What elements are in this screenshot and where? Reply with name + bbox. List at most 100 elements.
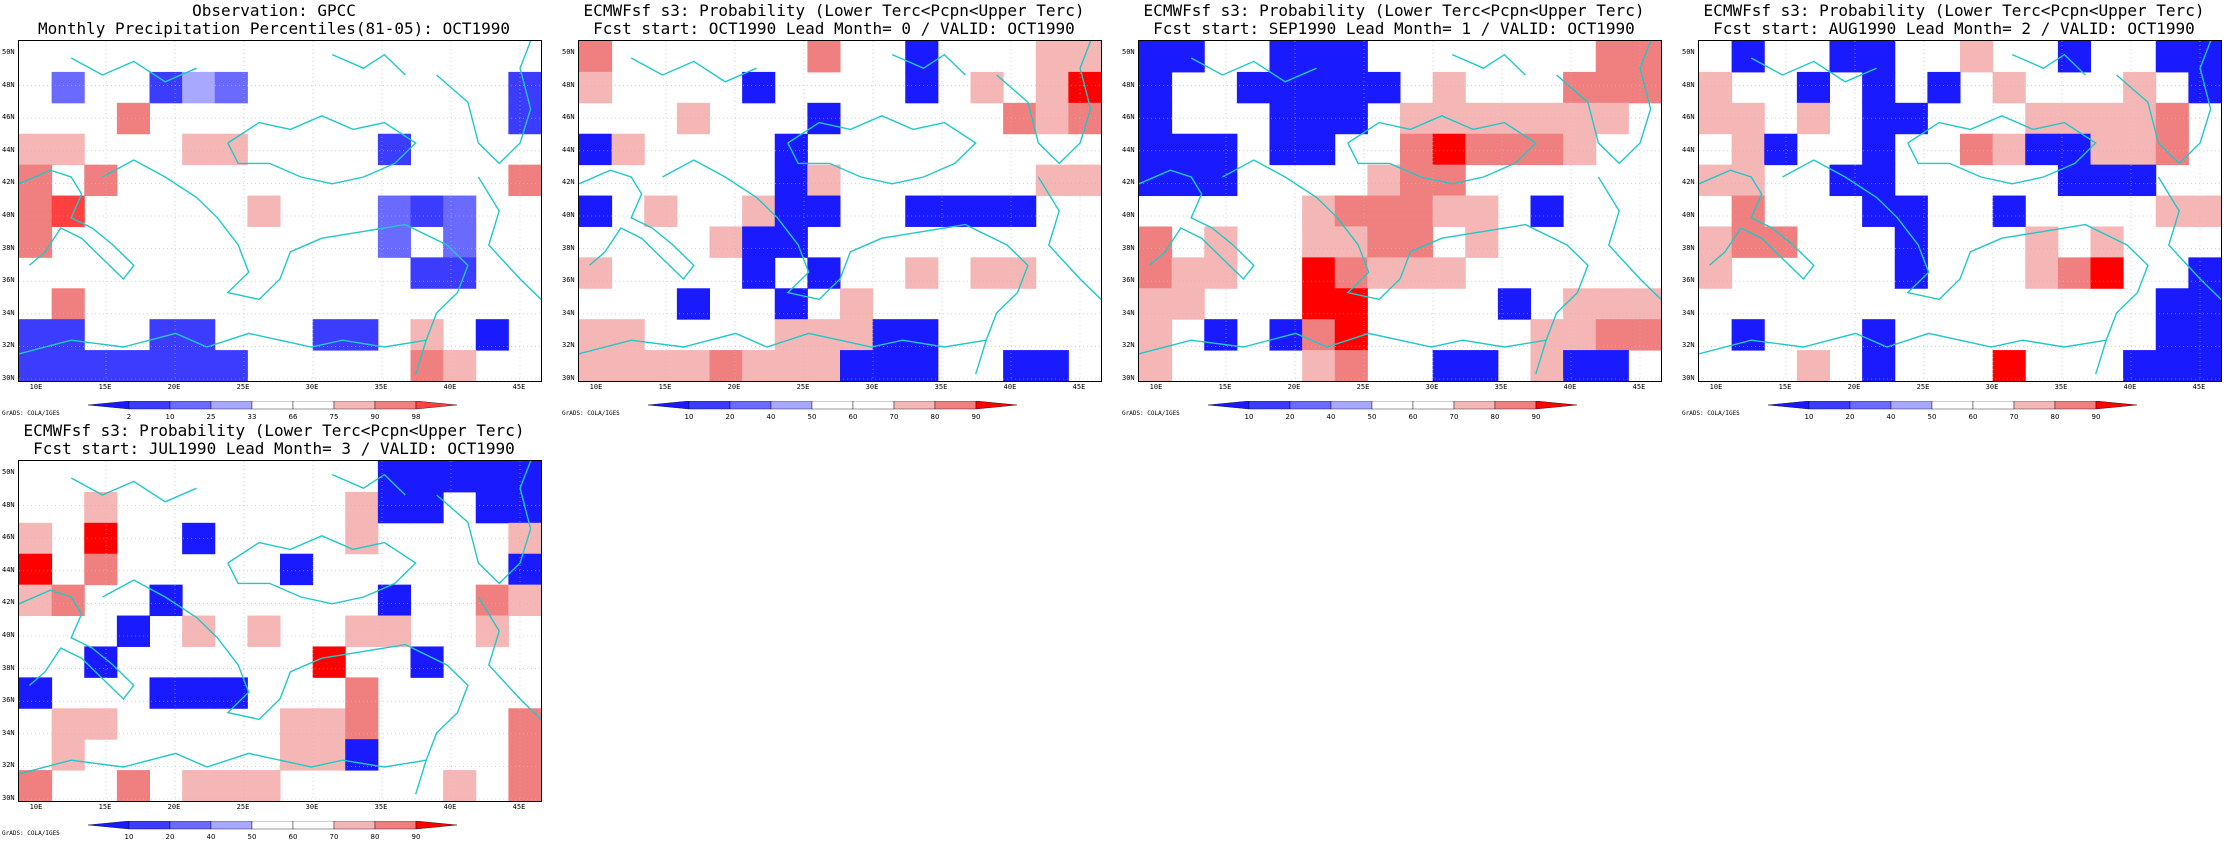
colorbar-tick-label: 33 <box>248 413 257 421</box>
grid-cell <box>644 350 678 381</box>
grid-cell <box>2155 350 2189 381</box>
grid-cell <box>84 350 118 381</box>
lat-tick-label: 42N <box>1122 178 1135 187</box>
grid-cell <box>1400 133 1434 166</box>
lon-tick-label: 35E <box>374 803 388 811</box>
grid-cell <box>1497 288 1531 320</box>
coastline <box>1699 332 2107 355</box>
shaded-grid <box>19 461 541 801</box>
grid-cell <box>19 164 53 197</box>
colorbar-swatch <box>729 401 772 410</box>
grid-cell <box>2123 350 2157 381</box>
grid-cell <box>742 350 776 381</box>
grid-cell <box>1269 102 1303 135</box>
coastline <box>1347 115 1537 185</box>
colorbar-tick-label: 10 <box>125 833 134 841</box>
grid-cell <box>579 195 613 227</box>
colorbar-tick-label: 50 <box>1928 413 1937 421</box>
grid-cell <box>840 350 874 381</box>
lon-tick-label: 40E <box>443 803 457 811</box>
grid-cell <box>1035 41 1069 73</box>
colorbar-swatch <box>1289 401 1332 410</box>
grid-cell <box>872 350 906 381</box>
grid-cell <box>807 164 841 197</box>
lon-tick-label: 40E <box>1003 383 1017 391</box>
grid-cell <box>443 350 477 381</box>
grid-cell <box>2057 164 2091 197</box>
grid-cell <box>443 195 477 227</box>
grid-cell <box>1465 133 1499 166</box>
coastline <box>102 159 469 375</box>
grid-cell <box>774 350 808 381</box>
map-frame <box>18 40 542 382</box>
grid-cell <box>443 461 477 493</box>
grid-cell <box>1302 226 1336 258</box>
grid-cell <box>377 615 411 647</box>
grid-cell <box>2123 164 2157 197</box>
colorbar-swatch <box>647 401 690 410</box>
grid-cell <box>1269 41 1303 73</box>
colorbar-swatch <box>1371 401 1414 410</box>
colorbar-swatch <box>1972 401 2015 410</box>
coastline <box>1597 176 1661 300</box>
lon-tick-label: 30E <box>305 383 319 391</box>
grid-cell <box>1269 133 1303 166</box>
grid-cell <box>1699 257 1733 289</box>
lat-tick-label: 48N <box>1122 80 1135 89</box>
coastline <box>1699 169 1815 281</box>
grid-cell <box>970 257 1004 289</box>
grid-cell <box>1432 71 1466 104</box>
grid-cell <box>1302 257 1336 289</box>
grid-cell <box>1465 350 1499 381</box>
lat-tick-label: 36N <box>2 696 15 705</box>
grid-cell <box>1992 71 2026 104</box>
grid-cell <box>1595 350 1629 381</box>
map-subtitle: Monthly Precipitation Percentiles(81-05)… <box>37 19 510 38</box>
colorbar-swatch <box>1808 401 1851 410</box>
grid-cell <box>247 615 281 647</box>
colorbar-swatch <box>2095 401 2138 410</box>
map-subtitle: Fcst start: SEP1990 Lead Month= 1 / VALI… <box>1153 19 1635 38</box>
lat-tick-label: 40N <box>1122 211 1135 219</box>
lat-tick-label: 38N <box>562 243 575 252</box>
lon-tick-label: 45E <box>1072 383 1086 391</box>
lat-tick-label: 46N <box>1122 113 1135 122</box>
colorbar-swatch <box>292 821 335 830</box>
coastline <box>579 169 695 281</box>
lat-tick-label: 32N <box>562 341 575 350</box>
grid-cell <box>1171 41 1205 73</box>
grid-cell <box>116 102 150 135</box>
grid-cell <box>1334 350 1368 381</box>
map-title: ECMWFsf s3: Probability (Lower Terc<Pcpn… <box>23 421 525 440</box>
colorbar-swatch <box>1535 401 1578 410</box>
grid-cell <box>1139 71 1173 104</box>
grid-cell <box>1003 350 1037 381</box>
lon-tick-label: 30E <box>865 383 879 391</box>
grid-cell <box>247 770 281 801</box>
grid-cell <box>807 350 841 381</box>
coastline <box>331 473 406 496</box>
colorbar-swatch <box>87 401 130 410</box>
shaded-grid <box>1699 41 2221 381</box>
grid-cell <box>2123 71 2157 104</box>
grid-cell <box>410 257 444 289</box>
colorbar-swatch <box>415 401 458 410</box>
lat-tick-label: 30N <box>2 374 15 382</box>
grid-cell <box>149 319 183 351</box>
grid-cell <box>182 350 216 381</box>
grid-cell <box>1302 41 1336 73</box>
grid-cell <box>1595 102 1629 135</box>
grid-cell <box>51 133 85 166</box>
coastline <box>1907 115 2097 185</box>
grid-cell <box>1563 102 1597 135</box>
lat-tick-label: 50N <box>2 468 15 476</box>
grid-cell <box>19 522 53 555</box>
grid-cell <box>2090 257 2124 289</box>
grid-cell <box>1139 350 1173 381</box>
grid-cell <box>280 739 314 771</box>
grid-cell <box>19 553 53 586</box>
grid-cell <box>1269 319 1303 351</box>
grid-cell <box>676 288 710 320</box>
coastline <box>1190 57 1317 83</box>
grid-cell <box>1334 41 1368 73</box>
